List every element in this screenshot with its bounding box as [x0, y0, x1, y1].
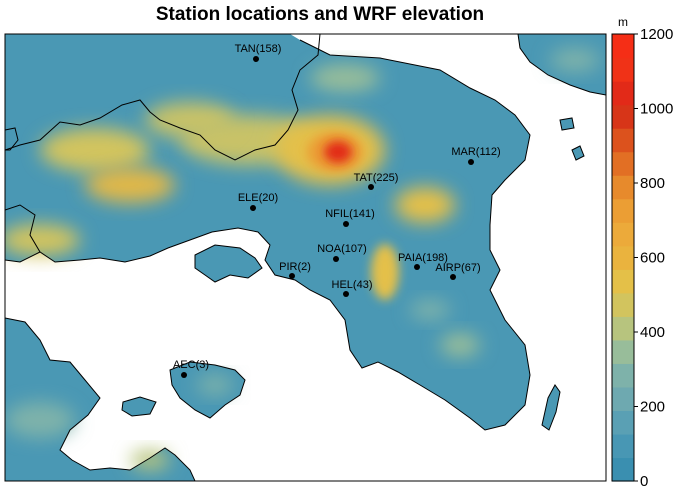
station-label-paia: PAIA(198) — [398, 252, 448, 264]
island-east-coast — [541, 384, 561, 431]
colorbar-swatch — [612, 410, 634, 435]
colorbar-swatch — [612, 81, 634, 106]
peloponnese-coastline — [5, 317, 196, 481]
colorbar-swatch — [612, 245, 634, 270]
station-dot-aec — [181, 372, 187, 378]
aegina-hill — [197, 375, 233, 395]
colorbar-swatches — [612, 34, 634, 482]
upland-west-2 — [85, 167, 175, 203]
station-dot-nfil — [343, 221, 349, 227]
hills-south — [410, 300, 450, 320]
upland-mid — [145, 102, 235, 138]
pelop-hills-2 — [130, 450, 170, 470]
island-a-coast — [121, 396, 157, 417]
station-label-tan: TAN(158) — [235, 43, 282, 55]
station-dot-mar — [468, 159, 474, 165]
station-label-noa: NOA(107) — [317, 243, 367, 255]
colorbar-swatch — [612, 222, 634, 247]
station-label-aec: AEC(3) — [173, 359, 209, 371]
station-label-airp: AIRP(67) — [435, 262, 480, 274]
station-dot-tan — [253, 56, 259, 62]
colorbar-swatch — [612, 292, 634, 317]
euboea-hill — [550, 48, 600, 72]
colorbar-swatch — [612, 34, 634, 59]
salamis-coast — [194, 244, 263, 283]
station-dot-hel — [343, 291, 349, 297]
colorbar-swatch — [612, 457, 634, 482]
colorbar-swatch — [612, 269, 634, 294]
island-east — [542, 385, 560, 430]
station-dot-tat — [368, 184, 374, 190]
upland-north — [310, 64, 380, 92]
mainland-coast — [5, 39, 531, 431]
station-label-ele: ELE(20) — [238, 192, 278, 204]
colorbar-swatch — [612, 316, 634, 341]
aegina-coast — [169, 361, 246, 419]
euboea-coast — [517, 34, 606, 96]
upland-west — [40, 128, 150, 172]
station-dot-ele — [250, 205, 256, 211]
salamis-island — [195, 245, 262, 282]
colorbar-swatch — [612, 198, 634, 223]
admin-borders — [5, 34, 321, 253]
mainland — [5, 34, 530, 430]
islet-a-coast — [571, 145, 585, 161]
colorbar-tick-label: 1200 — [640, 26, 673, 43]
small-island-b — [5, 128, 18, 150]
islet-east-b — [560, 118, 574, 130]
border-west — [5, 204, 41, 253]
station-label-tat: TAT(225) — [354, 172, 399, 184]
penteli-ridge — [395, 187, 455, 223]
station-dot-airp — [450, 274, 456, 280]
colorbar-tick-label: 1000 — [640, 101, 673, 118]
parnitha-peak — [324, 141, 352, 163]
colorbar-swatch — [612, 175, 634, 200]
station-label-mar: MAR(112) — [451, 146, 500, 158]
peloponnese-coast — [5, 318, 195, 481]
colorbar-unit: m — [618, 15, 628, 29]
colorbar-swatch — [612, 151, 634, 176]
small-island-a — [122, 397, 156, 416]
colorbar-swatch — [612, 339, 634, 364]
map-panel: TAN(158) MAR(112) TAT(225) ELE(20) NFIL(… — [5, 34, 606, 481]
elevation-shading — [5, 48, 600, 470]
station-label-hel: HEL(43) — [332, 279, 373, 291]
map-frame — [4, 33, 607, 482]
colorbar-tick-label: 0 — [640, 473, 648, 490]
colorbar-tick-label: 800 — [640, 175, 665, 192]
islet-b-coast — [559, 117, 575, 131]
upland-west-3 — [5, 224, 80, 256]
colorbar-ticks: 0 200 400 600 800 1000 1200 — [634, 26, 673, 490]
coastlines — [5, 34, 606, 481]
station-label-pir: PIR(2) — [279, 261, 311, 273]
colorbar-swatch — [612, 128, 634, 153]
pelop-hills — [5, 402, 75, 438]
colorbar-swatch — [612, 104, 634, 129]
station-label-nfil: NFIL(141) — [325, 208, 375, 220]
lavrio-hills — [440, 333, 480, 357]
colorbar-swatch — [612, 433, 634, 459]
colorbar: m 0 200 400 600 800 1000 1200 — [611, 15, 673, 490]
colorbar-swatch — [612, 363, 634, 388]
map-title: Station locations and WRF elevation — [156, 4, 484, 25]
colorbar-swatch — [612, 386, 634, 412]
hymettus-ridge — [371, 244, 399, 300]
station-markers: TAN(158) MAR(112) TAT(225) ELE(20) NFIL(… — [173, 43, 501, 378]
island-b-coast — [5, 127, 19, 151]
colorbar-tick-label: 200 — [640, 399, 665, 416]
station-dot-pir — [289, 273, 295, 279]
colorbar-tick-label: 400 — [640, 324, 665, 341]
colorbar-swatch — [612, 57, 634, 82]
colorbar-tick-label: 600 — [640, 250, 665, 267]
station-dot-noa — [333, 256, 339, 262]
border-north — [5, 34, 321, 161]
station-dot-paia — [414, 264, 420, 270]
